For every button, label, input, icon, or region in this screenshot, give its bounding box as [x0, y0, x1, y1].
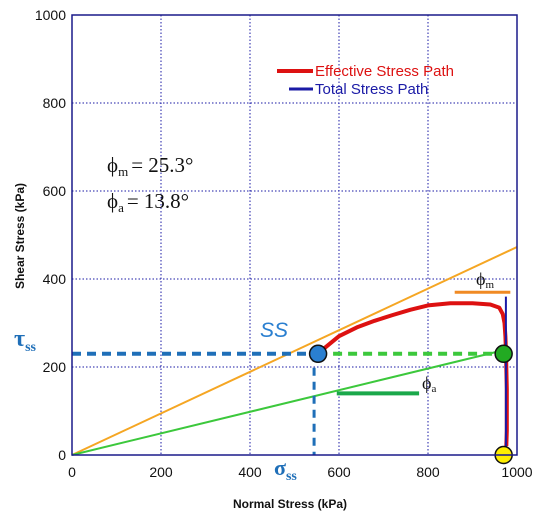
x-tick-label: 800 [416, 464, 440, 480]
failure-envelopes [71, 246, 518, 456]
y-tick-label: 800 [43, 95, 67, 111]
phi-a-subscript: a [118, 200, 124, 215]
phase-transform-point [494, 344, 513, 364]
legend-total-label: Total Stress Path [315, 81, 428, 98]
x-tick-label: 0 [68, 464, 76, 480]
phi-a-equation: ϕa = 13.8° [107, 189, 189, 215]
legend: Effective Stress Path Total Stress Path [277, 63, 454, 98]
tick-labels: 0 200 400 600 800 1000 0 200 400 600 800 1000 [35, 7, 533, 480]
x-tick-label: 200 [149, 464, 173, 480]
x-tick-label: 600 [327, 464, 351, 480]
x-axis-label: Normal Stress (kPa) [233, 497, 347, 511]
legend-effective-label: Effective Stress Path [315, 63, 454, 80]
sigma-ss-label: σss [274, 455, 297, 484]
effective-stress-path [315, 301, 509, 447]
envelope-phi-a [71, 350, 500, 456]
phi-m-symbol: ϕ [107, 153, 118, 177]
y-tick-label: 600 [43, 183, 67, 199]
y-tick-label: 400 [43, 271, 67, 287]
ss-label: SS [260, 319, 288, 342]
phi-m-equation: ϕm = 25.3° [107, 153, 193, 179]
y-tick-label: 1000 [35, 7, 66, 23]
phi-m-subscript: m [118, 164, 128, 179]
phi-m-envelope-label: ϕm [476, 269, 494, 291]
phi-a-envelope-label: ϕa [422, 373, 436, 395]
state-points [308, 344, 513, 465]
phi-m-value: = 25.3° [131, 153, 193, 177]
svg-text:ϕa= 13.8°: ϕa = 13.8° [107, 189, 189, 215]
x-tick-label: 1000 [501, 464, 532, 480]
envelope-phi-m [71, 246, 518, 456]
plot-frame [71, 14, 518, 456]
steady-state-guides [72, 351, 504, 455]
svg-text:ϕm= 25.3°: ϕm = 25.3° [107, 153, 193, 179]
y-tick-label: 200 [43, 359, 67, 375]
tau-ss-label: τss [14, 326, 37, 355]
stress-paths [315, 296, 509, 455]
phi-a-symbol: ϕ [107, 189, 118, 213]
steady-state-point [308, 344, 328, 364]
y-tick-label: 0 [58, 447, 66, 463]
x-tick-label: 400 [238, 464, 262, 480]
y-axis-label: Shear Stress (kPa) [13, 183, 27, 289]
grid [72, 15, 517, 455]
phi-a-value: = 13.8° [127, 189, 189, 213]
